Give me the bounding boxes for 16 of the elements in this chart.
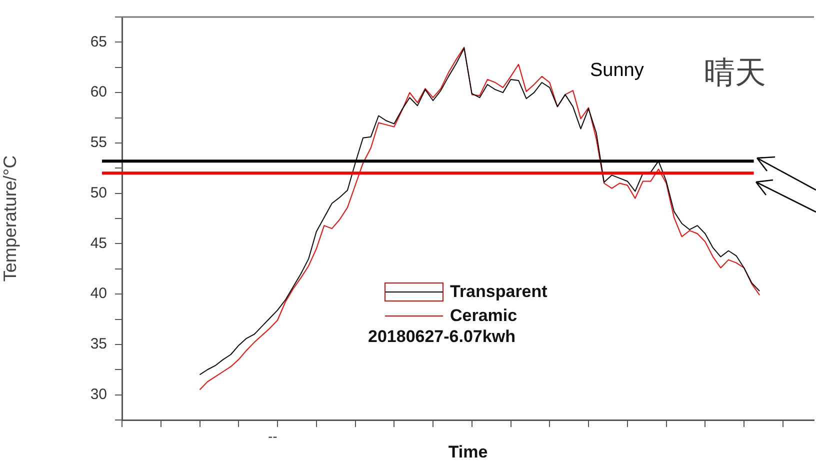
annotation: Sunny — [590, 60, 644, 82]
y-tick-label: 40 — [90, 285, 107, 302]
annotation: 20180627-6.07kwh — [368, 327, 516, 347]
y-tick-label: 45 — [90, 234, 107, 252]
y-tick-label: 30 — [90, 386, 107, 403]
annotation: 晴天 — [704, 54, 766, 93]
y-tick-label: 50 — [90, 184, 107, 202]
y-tick-label: 60 — [90, 84, 107, 101]
y-tick-label: 55 — [90, 134, 107, 152]
y-axis-title: Temperature/°C — [0, 155, 20, 282]
x-axis-title: Time — [448, 442, 488, 462]
legend-label: Ceramic — [450, 306, 518, 326]
y-tick-label: 65 — [90, 33, 107, 50]
text: -- — [268, 428, 278, 444]
legend-label: Transparent — [450, 282, 548, 302]
y-tick-label: 35 — [90, 336, 107, 353]
